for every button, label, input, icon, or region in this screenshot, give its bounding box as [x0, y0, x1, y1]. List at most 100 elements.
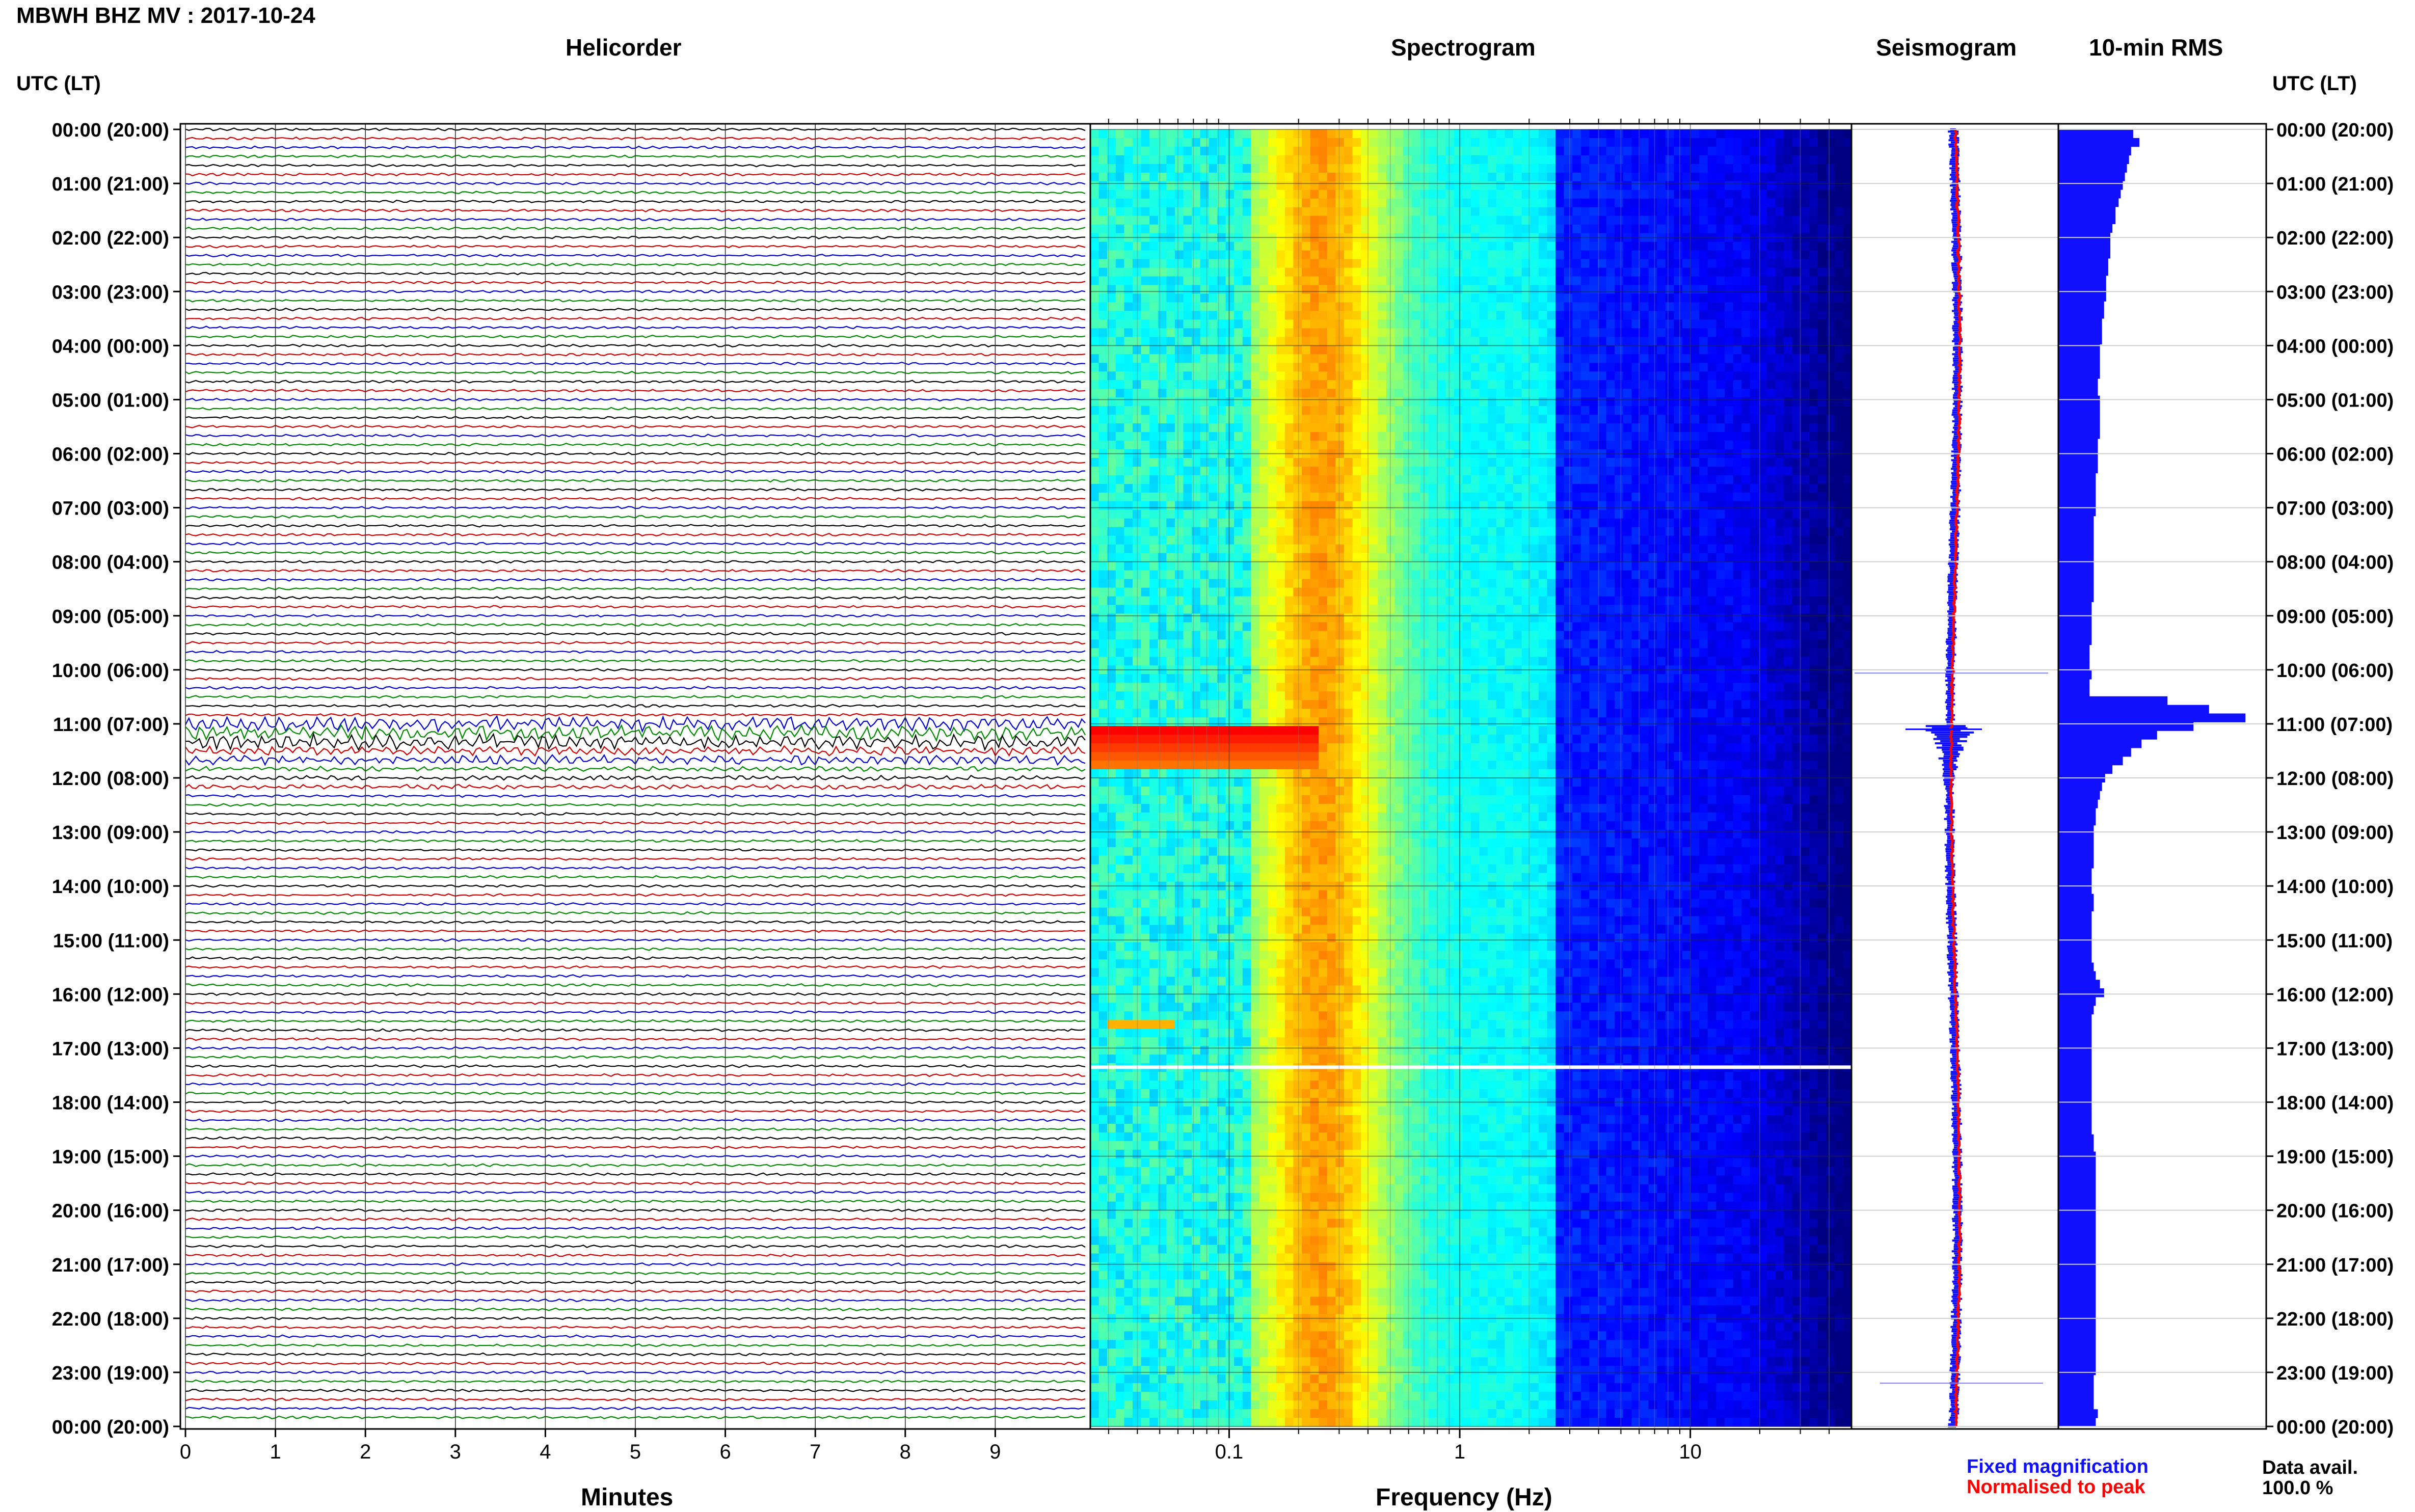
spectrogram-cell [1640, 293, 1649, 303]
spectrogram-cell [1115, 250, 1124, 260]
spectrogram-cell [1251, 432, 1260, 441]
spectrogram-cell [1479, 164, 1488, 173]
spectrogram-cell [1572, 354, 1581, 363]
spectrogram-cell [1741, 345, 1751, 355]
spectrogram-cell [1733, 579, 1742, 588]
spectrogram-cell [1251, 250, 1260, 260]
spectrogram-cell [1648, 164, 1657, 173]
spectrogram-cell [1420, 544, 1429, 554]
spectrogram-cell [1725, 579, 1734, 588]
spectrogram-cell [1615, 207, 1624, 217]
spectrogram-cell [1445, 233, 1455, 242]
spectrogram-cell [1564, 553, 1573, 562]
spectrogram-cell [1217, 233, 1226, 242]
spectrogram-cell [1496, 509, 1505, 519]
spectrogram-cell [1640, 380, 1649, 389]
spectrogram-cell [1826, 129, 1835, 139]
spectrogram-cell [1200, 224, 1209, 234]
spectrogram-cell [1657, 328, 1666, 337]
spectrogram-cell [1098, 561, 1108, 571]
spectrogram-cell [1302, 467, 1311, 476]
spectrogram-cell [1251, 233, 1260, 242]
spectrogram-cell [1445, 475, 1455, 484]
spectrogram-cell [1386, 432, 1396, 441]
spectrogram-cell [1166, 596, 1175, 606]
spectrogram-cell [1242, 415, 1251, 424]
spectrogram-cell [1352, 527, 1361, 536]
spectrogram-cell [1572, 276, 1581, 286]
spectrogram-cell [1530, 146, 1539, 156]
spectrogram-cell [1843, 250, 1852, 260]
spectrogram-cell [1479, 535, 1488, 545]
spectrogram-cell [1158, 164, 1167, 173]
spectrogram-cell [1674, 285, 1683, 294]
spectrogram-cell [1437, 363, 1446, 372]
spectrogram-cell [1767, 423, 1776, 433]
spectrogram-cell [1784, 276, 1793, 286]
spectrogram-cell [1209, 337, 1218, 346]
spectrogram-cell [1234, 458, 1243, 467]
spectrogram-cell [1623, 293, 1632, 303]
spectrogram-cell [1133, 138, 1142, 147]
spectrogram-cell [1809, 311, 1818, 320]
spectrogram-cell [1750, 501, 1759, 510]
spectrogram-cell [1784, 596, 1793, 606]
spectrogram-cell [1733, 181, 1742, 191]
spectrogram-cell [1513, 138, 1522, 147]
spectrogram-cell [1378, 553, 1387, 562]
spectrogram-cell [1758, 354, 1767, 363]
spectrogram-cell [1141, 518, 1150, 528]
spectrogram-cell [1538, 579, 1547, 588]
spectrogram-cell [1699, 492, 1708, 502]
spectrogram-cell [1521, 380, 1531, 389]
spectrogram-cell [1699, 319, 1708, 329]
spectrogram-cell [1699, 579, 1708, 588]
spectrogram-cell [1801, 389, 1810, 398]
spectrogram-cell [1107, 241, 1116, 251]
spectrogram-cell [1631, 397, 1641, 407]
spectrogram-cell [1319, 518, 1328, 528]
spectrogram-cell [1471, 587, 1480, 597]
spectrogram-cell [1691, 250, 1700, 260]
spectrogram-cell [1488, 198, 1497, 208]
spectrogram-cell [1259, 605, 1269, 614]
spectrogram-cell [1242, 285, 1251, 294]
spectrogram-cell [1319, 397, 1328, 407]
spectrogram-cell [1386, 328, 1396, 337]
spectrogram-cell [1098, 241, 1108, 251]
spectrogram-cell [1741, 509, 1751, 519]
spectrogram-cell [1505, 138, 1514, 147]
spectrogram-cell [1809, 467, 1818, 476]
spectrogram-cell [1521, 337, 1531, 346]
spectrogram-cell [1217, 190, 1226, 199]
spectrogram-cell [1268, 250, 1277, 260]
spectrogram-cell [1598, 518, 1607, 528]
spectrogram-cell [1843, 172, 1852, 182]
spectrogram-cell [1420, 328, 1429, 337]
spectrogram-cell [1369, 423, 1378, 433]
spectrogram-cell [1107, 371, 1116, 381]
spectrogram-cell [1521, 441, 1531, 450]
spectrogram-cell [1454, 345, 1463, 355]
spectrogram-cell [1462, 397, 1471, 407]
spectrogram-cell [1674, 164, 1683, 173]
spectrogram-cell [1631, 276, 1641, 286]
spectrogram-cell [1555, 501, 1565, 510]
spectrogram-cell [1149, 363, 1159, 372]
spectrogram-cell [1319, 483, 1328, 493]
spectrogram-cell [1674, 535, 1683, 545]
spectrogram-cell [1843, 198, 1852, 208]
spectrogram-cell [1505, 363, 1514, 372]
spectrogram-cell [1183, 337, 1192, 346]
spectrogram-cell [1615, 363, 1624, 372]
spectrogram-cell [1750, 406, 1759, 415]
spectrogram-cell [1530, 190, 1539, 199]
spectrogram-cell [1572, 181, 1581, 191]
spectrogram-cell [1834, 527, 1843, 536]
spectrogram-cell [1310, 181, 1319, 191]
spectrogram-cell [1225, 389, 1235, 398]
spectrogram-cell [1513, 172, 1522, 182]
spectrogram-cell [1183, 596, 1192, 606]
spectrogram-cell [1648, 328, 1657, 337]
spectrogram-cell [1843, 276, 1852, 286]
